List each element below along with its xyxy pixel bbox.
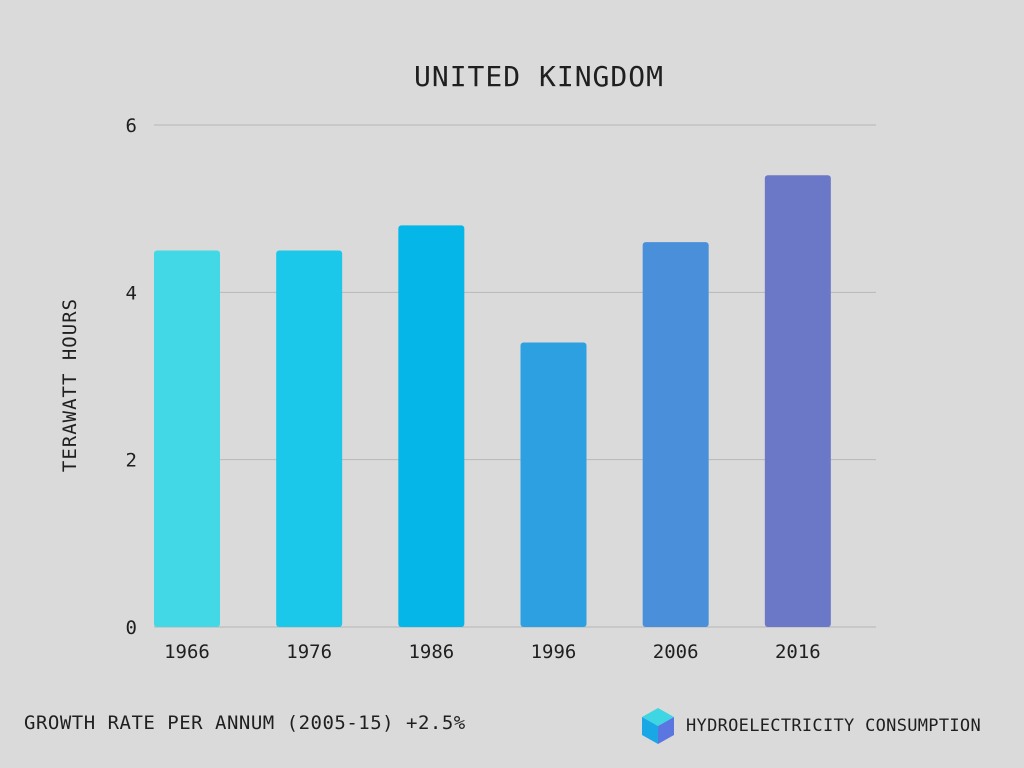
- legend-label: HYDROELECTRICITY CONSUMPTION: [686, 716, 981, 736]
- bar-1976: [276, 250, 343, 627]
- bar-1986: [398, 225, 465, 627]
- x-tick-label: 1966: [164, 641, 210, 663]
- x-tick-label: 1976: [286, 641, 332, 663]
- bar-1966: [154, 250, 220, 627]
- y-tick-label: 4: [126, 282, 137, 304]
- cube-icon: [642, 708, 674, 744]
- legend: HYDROELECTRICITY CONSUMPTION: [640, 704, 981, 748]
- y-tick-label: 0: [126, 617, 137, 639]
- y-tick-label: 6: [126, 115, 137, 137]
- growth-rate-note: GROWTH RATE PER ANNUM (2005-15) +2.5%: [24, 712, 466, 734]
- x-tick-label: 2006: [653, 641, 699, 663]
- chart-title: UNITED KINGDOM: [414, 60, 664, 93]
- y-axis-label: TERAWATT HOURS: [59, 298, 81, 472]
- x-tick-label: 2016: [775, 641, 821, 663]
- x-tick-label: 1986: [408, 641, 454, 663]
- y-axis-ticks: 0 2 4 6: [126, 115, 137, 639]
- bars: [154, 175, 831, 627]
- y-tick-label: 2: [126, 450, 137, 472]
- bar-2016: [764, 175, 831, 627]
- x-axis-ticks: 1966 1976 1986 1996 2006 2016: [164, 641, 821, 663]
- bar-2006: [642, 242, 709, 627]
- gridlines: [154, 124, 876, 628]
- x-tick-label: 1996: [531, 641, 577, 663]
- bar-1996: [520, 342, 587, 627]
